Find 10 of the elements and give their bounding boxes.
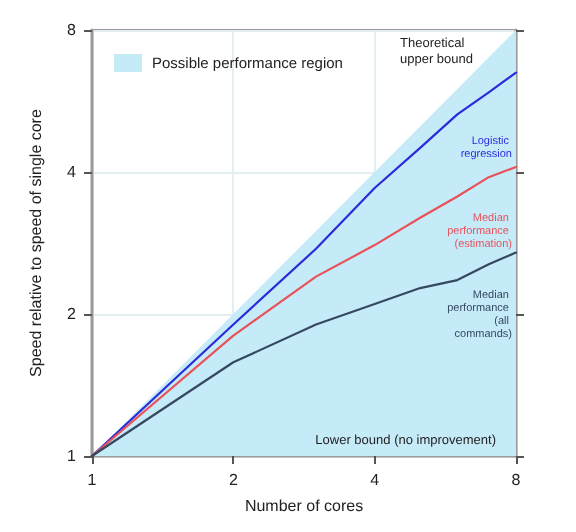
x-tick-label: 2 <box>228 471 239 489</box>
y-tick-label: 8 <box>67 21 78 39</box>
y-axis-title: Speed relative to speed of single core <box>27 108 45 377</box>
x-tick-label: 1 <box>87 471 98 489</box>
y-tick-label: 1 <box>67 447 78 465</box>
y-tick-label: 2 <box>67 305 78 323</box>
x-tick-label: 8 <box>511 471 522 489</box>
x-axis-title: Number of cores <box>244 496 364 515</box>
y-tick-label: 4 <box>67 163 78 181</box>
x-tick-label: 4 <box>370 471 381 489</box>
